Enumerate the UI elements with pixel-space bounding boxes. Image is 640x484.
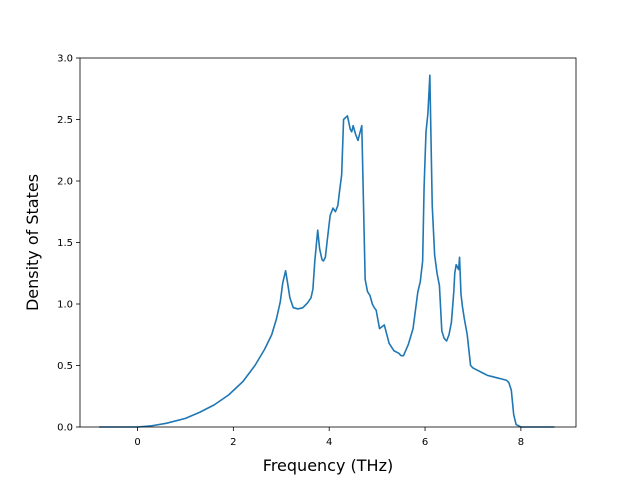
plot-area — [80, 58, 576, 427]
y-tick-label: 1.5 — [57, 238, 73, 249]
y-tick-label: 2.5 — [57, 115, 73, 126]
y-tick-label: 0.0 — [57, 423, 73, 434]
x-tick-label: 8 — [518, 437, 524, 448]
dos-series-line-0 — [99, 74, 555, 428]
x-axis-ticks: 0 2 4 6 8 — [134, 427, 524, 448]
y-tick-label: 0.5 — [57, 361, 73, 372]
x-axis-label: Frequency (THz) — [263, 456, 393, 475]
y-axis-ticks: 0.0 0.5 1.0 1.5 2.0 2.5 3.0 — [57, 54, 80, 434]
y-axis-label: Density of States — [23, 174, 42, 311]
x-tick-label: 2 — [230, 437, 236, 448]
y-tick-label: 1.0 — [57, 300, 73, 311]
y-tick-label: 2.0 — [57, 177, 73, 188]
y-tick-label: 3.0 — [57, 54, 73, 65]
series-layer — [99, 74, 555, 428]
x-tick-label: 0 — [134, 437, 140, 448]
x-tick-label: 4 — [326, 437, 332, 448]
x-tick-label: 6 — [422, 437, 428, 448]
